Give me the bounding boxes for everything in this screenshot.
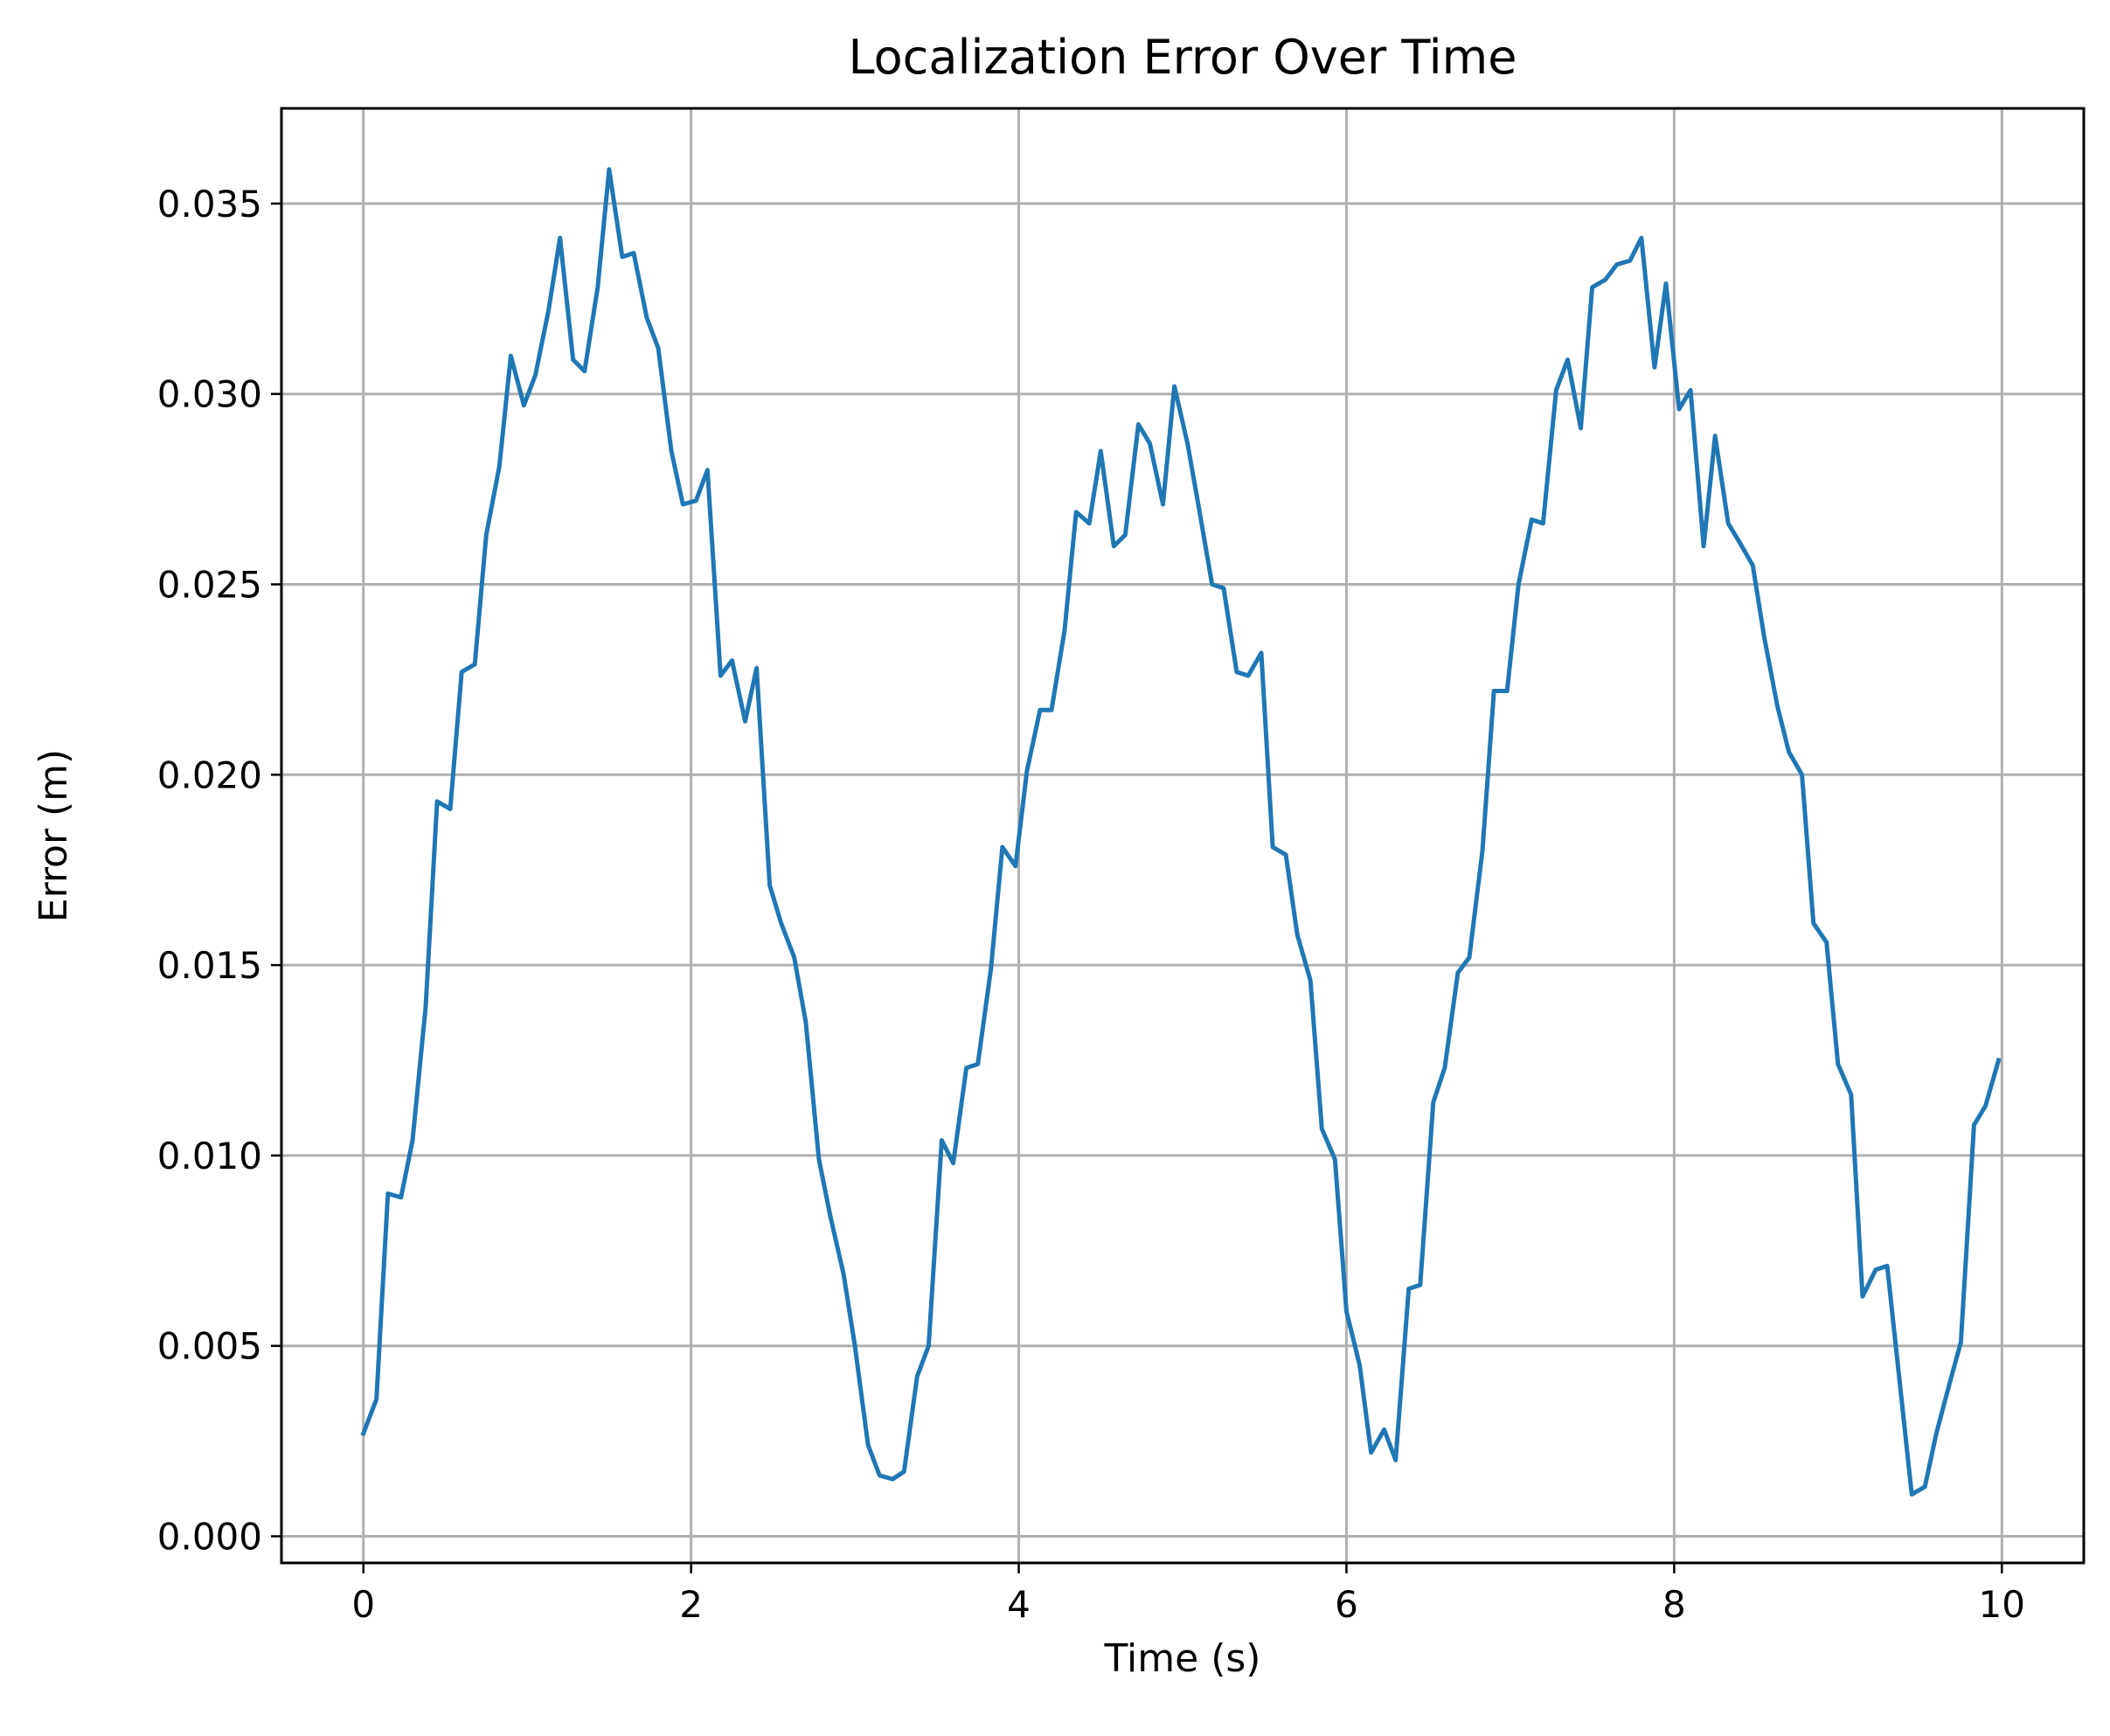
x-tick-label: 6 <box>1335 1583 1358 1626</box>
y-tick-label: 0.000 <box>157 1516 262 1559</box>
plot-frame <box>280 107 2086 1565</box>
y-tick-label: 0.020 <box>157 753 262 796</box>
y-tick-label: 0.005 <box>157 1325 262 1368</box>
x-axis: 0 2 4 6 8 10 <box>351 1563 2025 1626</box>
x-tick-label: 10 <box>1979 1583 2025 1626</box>
x-tick-label: 4 <box>1007 1583 1031 1626</box>
y-tick-label: 0.015 <box>157 944 262 987</box>
x-tick-label: 8 <box>1662 1583 1686 1626</box>
series-line <box>360 167 2002 1497</box>
x-tick-label: 2 <box>679 1583 703 1626</box>
x-tick-label: 0 <box>351 1583 375 1626</box>
y-axis-label: Error (m) <box>31 749 76 922</box>
y-tick-label: 0.030 <box>157 373 262 416</box>
y-tick-label: 0.010 <box>157 1135 262 1177</box>
x-axis-label: Time (s) <box>1104 1636 1261 1681</box>
y-axis: 0.000 0.005 0.010 0.015 0.020 0.025 0.030 0.035 <box>157 183 281 1559</box>
y-tick-label: 0.025 <box>157 564 262 607</box>
grid <box>281 108 2084 1563</box>
y-tick-label: 0.035 <box>157 183 262 226</box>
chart-title: Localization Error Over Time <box>849 30 1517 85</box>
series-layer <box>360 167 2002 1497</box>
